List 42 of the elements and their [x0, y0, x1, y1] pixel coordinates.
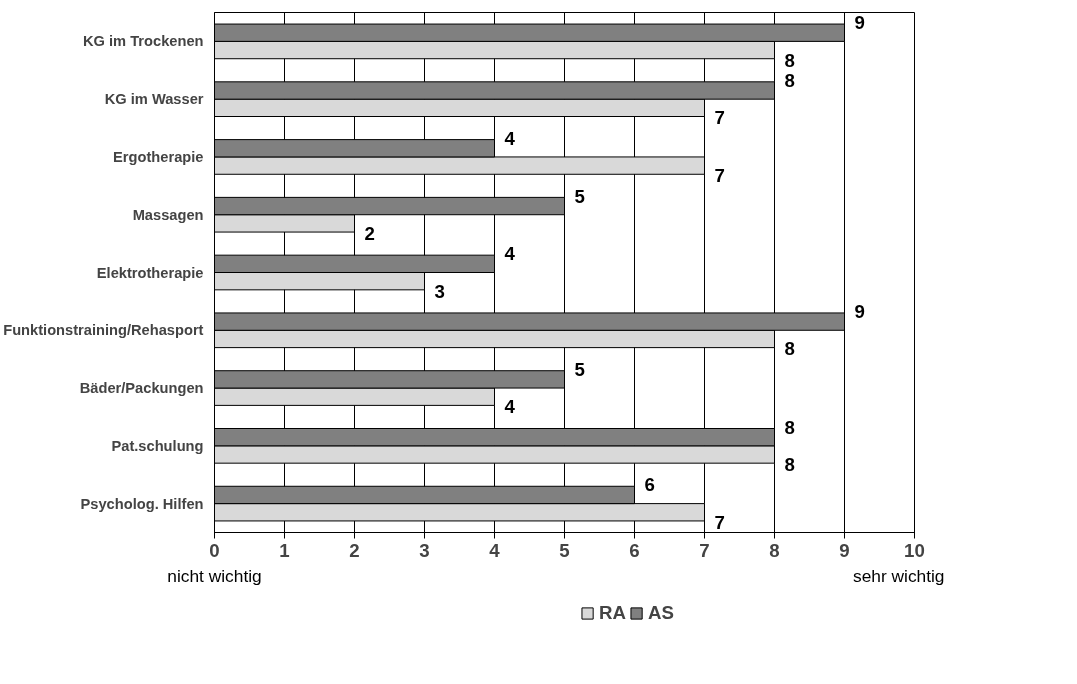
y-tick-label: Ergotherapie — [113, 148, 204, 165]
data-label: 2 — [364, 222, 375, 244]
text: nicht wichtig — [167, 565, 262, 586]
data-label: 3 — [434, 280, 445, 302]
text: sehr wichtig — [853, 565, 945, 586]
x-tick-label: 4 — [489, 539, 501, 561]
x-tick-label: 3 — [419, 539, 430, 561]
x-tick-label: 10 — [904, 539, 925, 561]
y-tick-label: Massagen — [132, 206, 204, 223]
y-tick-label: Pat.schulung — [111, 437, 204, 454]
x-tick-label: 5 — [559, 539, 570, 561]
data-label: 6 — [644, 474, 655, 496]
data-label: 5 — [574, 358, 585, 380]
legend-label: RA — [599, 602, 627, 624]
y-tick-label: Bäder/Packungen — [79, 380, 204, 397]
y-tick-label: Funktionstraining/Rehasport — [3, 322, 204, 339]
data-label: 9 — [854, 12, 865, 34]
data-label: 7 — [714, 107, 725, 129]
x-tick-label: 0 — [209, 539, 220, 561]
data-label: 8 — [784, 70, 795, 91]
data-label: 4 — [504, 243, 516, 265]
data-label: 5 — [574, 185, 585, 207]
data-label: 7 — [714, 511, 725, 533]
y-tick-label: Elektrotherapie — [96, 264, 204, 281]
x-tick-label: 9 — [839, 539, 850, 561]
data-label: 8 — [784, 338, 795, 360]
x-tick-label: 2 — [349, 539, 360, 561]
data-label: 8 — [784, 454, 795, 475]
data-label: 4 — [504, 127, 516, 149]
data-label: 8 — [784, 416, 795, 438]
data-label: 7 — [714, 165, 725, 187]
data-label: 8 — [784, 49, 795, 71]
data-label: 4 — [504, 396, 516, 418]
legend-label: AS — [648, 602, 674, 624]
x-tick-label: 6 — [629, 539, 640, 561]
data-label: 9 — [854, 301, 865, 323]
y-tick-label: KG im Trockenen — [82, 33, 204, 50]
x-tick-label: 7 — [699, 539, 710, 561]
y-tick-label: KG im Wasser — [104, 91, 204, 108]
y-tick-label: Psycholog. Hilfen — [80, 495, 204, 512]
x-tick-label: 1 — [279, 539, 290, 561]
x-tick-label: 8 — [769, 539, 780, 561]
